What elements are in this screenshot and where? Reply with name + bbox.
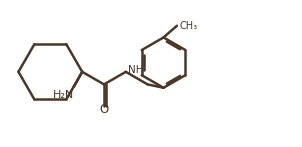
Text: O: O	[99, 103, 109, 116]
Text: CH₃: CH₃	[180, 21, 198, 31]
Text: NH: NH	[128, 65, 144, 75]
Text: H₂N: H₂N	[53, 90, 74, 100]
